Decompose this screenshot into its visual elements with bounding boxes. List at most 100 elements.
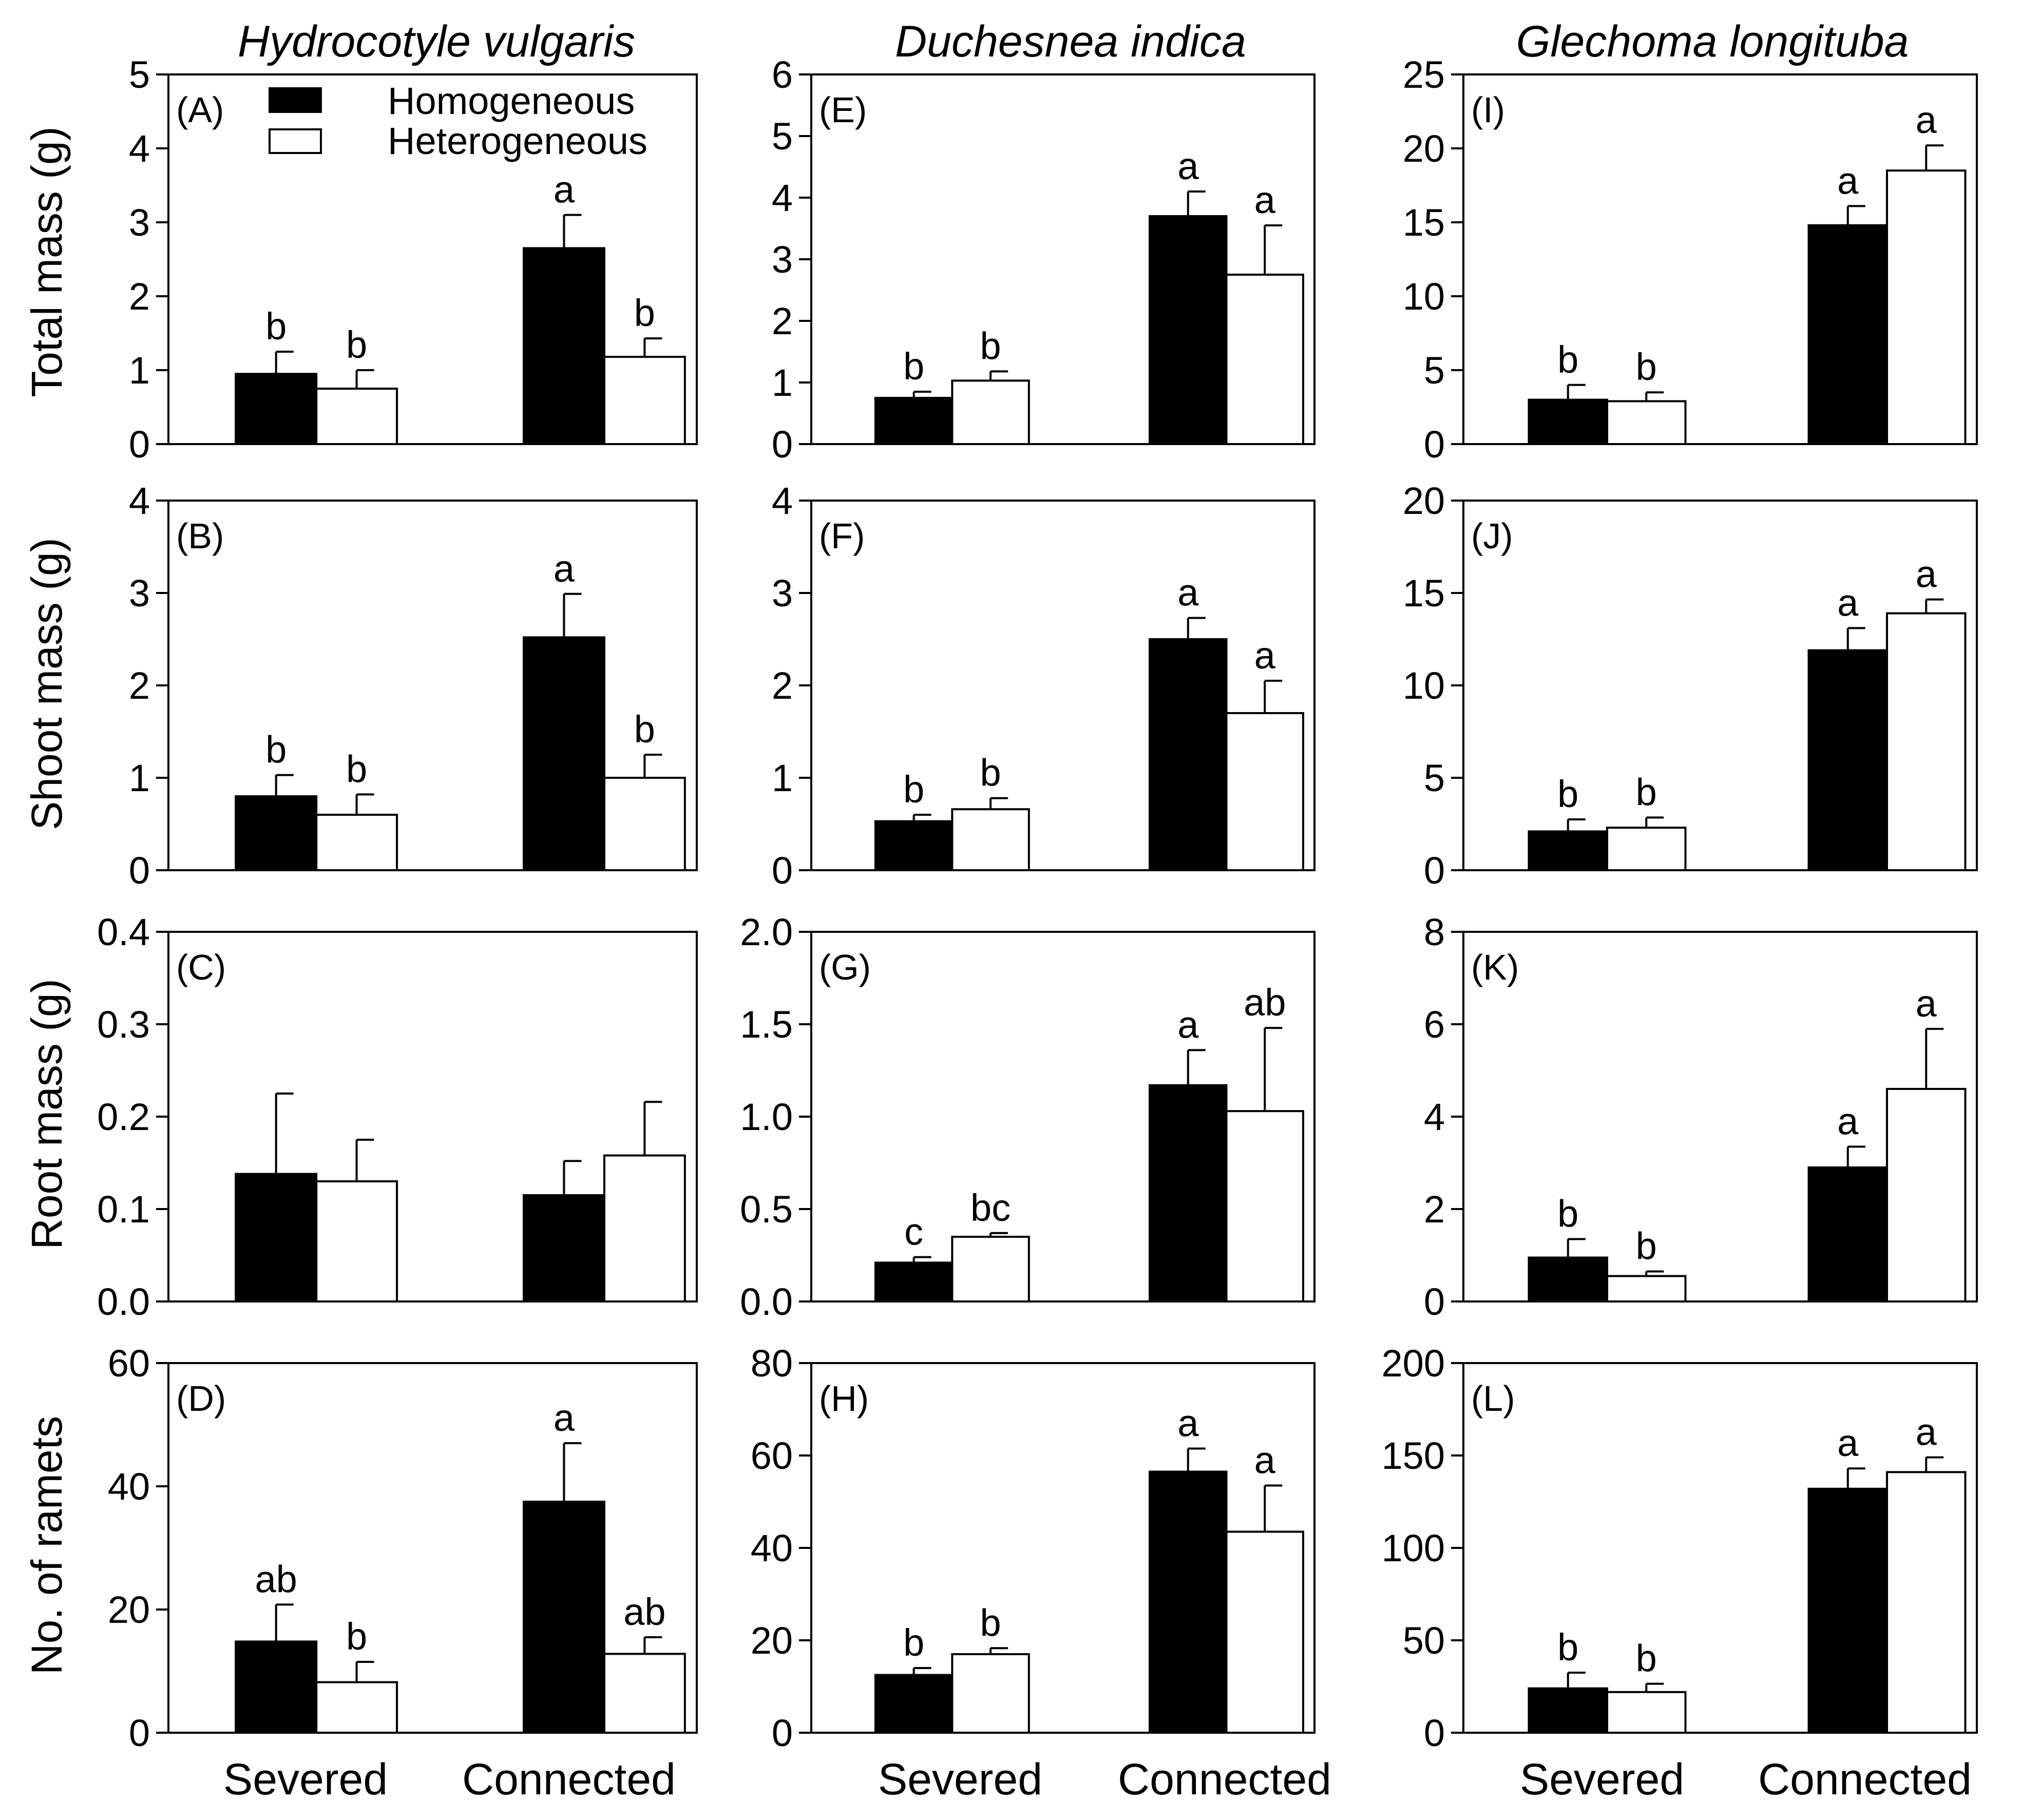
panel-label-g: (G) [819, 947, 871, 987]
sig-letter-a-severed-homogeneous: b [265, 305, 287, 348]
y-tick-label-e-5: 5 [772, 115, 793, 158]
panel-f: 0 1 2 3 4 (F) b b a a [772, 480, 1315, 892]
legend: Homogeneous Heterogeneous [269, 80, 647, 162]
y-tick-label-b-2: 2 [129, 664, 150, 707]
bar-i-severed-homogeneous [1528, 398, 1608, 445]
y-tick-label-g-0: 0.0 [740, 1280, 793, 1323]
row-label-total-mass: Total mass (g) [23, 126, 71, 397]
sig-letter-i-severed-heterogeneous: b [1636, 346, 1657, 388]
y-tick-label-h-4: 80 [751, 1342, 793, 1385]
panel-k: 0 2 4 6 8 (K) b b a a [1424, 911, 1978, 1323]
species-title-0: Hydrocotyle vulgaris [238, 17, 635, 66]
bar-j-severed-heterogeneous [1606, 827, 1687, 871]
sig-letter-b-severed-homogeneous: b [265, 729, 287, 771]
y-tick-label-l-1: 50 [1403, 1619, 1445, 1662]
sig-letter-h-connected-homogeneous: a [1177, 1402, 1199, 1445]
sig-letter-f-severed-heterogeneous: b [980, 752, 1001, 794]
bar-k-severed-homogeneous [1528, 1256, 1608, 1302]
y-tick-label-j-3: 15 [1403, 572, 1445, 615]
sig-letter-d-connected-homogeneous: a [554, 1396, 575, 1439]
bar-a-severed-heterogeneous [315, 388, 398, 445]
panel-label-k: (K) [1471, 947, 1519, 987]
bar-c-connected-homogeneous [523, 1194, 605, 1302]
y-tick-label-b-4: 4 [129, 480, 150, 522]
bar-h-connected-homogeneous [1149, 1470, 1228, 1734]
bar-c-severed-homogeneous [235, 1173, 318, 1303]
x-label-connected-col1: Connected [1118, 1755, 1331, 1804]
bar-h-connected-heterogeneous [1225, 1530, 1304, 1734]
y-tick-label-c-1: 0.1 [97, 1188, 150, 1231]
x-label-severed-col0: Severed [223, 1755, 388, 1804]
y-tick-label-d-2: 40 [108, 1465, 150, 1508]
y-tick-label-j-2: 10 [1403, 664, 1445, 707]
bar-k-severed-heterogeneous [1606, 1275, 1687, 1302]
y-tick-label-b-3: 3 [129, 572, 150, 615]
y-tick-label-e-4: 4 [772, 177, 793, 219]
y-tick-label-k-0: 0 [1424, 1280, 1445, 1323]
y-tick-label-h-3: 60 [751, 1434, 793, 1477]
y-tick-label-i-5: 25 [1403, 53, 1445, 96]
y-tick-label-g-4: 2.0 [740, 911, 793, 953]
sig-letter-h-severed-heterogeneous: b [980, 1601, 1001, 1644]
sig-letter-j-severed-heterogeneous: b [1636, 771, 1657, 813]
plot-frame-a [167, 73, 698, 445]
bar-g-connected-heterogeneous [1225, 1110, 1304, 1302]
sig-letter-l-connected-heterogeneous: a [1916, 1411, 1937, 1453]
y-tick-label-a-0: 0 [129, 423, 150, 466]
sig-letter-b-connected-heterogeneous: b [634, 708, 655, 751]
y-tick-label-e-0: 0 [772, 423, 793, 466]
bar-e-severed-heterogeneous [951, 379, 1030, 446]
sig-letter-g-severed-heterogeneous: bc [970, 1186, 1010, 1229]
sig-letter-f-connected-homogeneous: a [1177, 571, 1199, 614]
panel-label-f: (F) [819, 516, 865, 556]
y-tick-label-e-1: 1 [772, 361, 793, 404]
y-tick-label-f-2: 2 [772, 664, 793, 707]
y-tick-label-e-3: 3 [772, 238, 793, 281]
y-tick-label-i-1: 5 [1424, 349, 1445, 392]
sig-letter-a-connected-heterogeneous: b [634, 292, 655, 334]
bar-l-severed-homogeneous [1528, 1687, 1608, 1734]
sig-letter-h-severed-homogeneous: b [903, 1621, 924, 1664]
bar-b-severed-homogeneous [235, 795, 318, 871]
species-title-1: Duchesnea indica [895, 17, 1246, 66]
y-tick-label-a-3: 3 [129, 201, 150, 244]
y-tick-label-j-1: 5 [1424, 757, 1445, 799]
sig-letter-d-severed-heterogeneous: b [346, 1615, 367, 1658]
panel-label-b: (B) [176, 516, 224, 556]
y-tick-label-l-0: 0 [1424, 1712, 1445, 1754]
y-tick-label-g-2: 1.0 [740, 1096, 793, 1138]
bar-c-connected-heterogeneous [603, 1154, 686, 1303]
panel-label-h: (H) [819, 1378, 869, 1419]
bar-l-connected-heterogeneous [1886, 1471, 1967, 1734]
panel-c: 0.0 0.1 0.2 0.3 0.4 (C) [97, 911, 698, 1323]
y-tick-label-i-2: 10 [1403, 275, 1445, 318]
panel-i: 0 5 10 15 20 25 (I) b b a a [1403, 53, 1978, 466]
sig-letter-j-severed-homogeneous: b [1557, 773, 1578, 815]
y-tick-label-j-4: 20 [1403, 480, 1445, 522]
sig-letter-a-severed-heterogeneous: b [346, 323, 367, 366]
bar-f-severed-heterogeneous [951, 808, 1030, 871]
y-tick-label-h-2: 40 [751, 1527, 793, 1569]
x-label-connected-col0: Connected [462, 1755, 676, 1804]
bar-c-severed-heterogeneous [315, 1180, 398, 1302]
plot-frame-d [167, 1362, 698, 1734]
y-tick-label-f-0: 0 [772, 849, 793, 892]
panel-d: 0 20 40 60 (D) ab b a ab [108, 1342, 698, 1754]
bar-k-connected-heterogeneous [1886, 1088, 1967, 1302]
panel-label-a: (A) [176, 90, 224, 130]
bar-a-severed-homogeneous [235, 373, 318, 446]
y-tick-label-a-4: 4 [129, 127, 150, 170]
sig-letter-k-connected-homogeneous: a [1837, 1100, 1859, 1143]
bar-e-connected-heterogeneous [1225, 274, 1304, 445]
bar-j-severed-homogeneous [1528, 830, 1608, 872]
x-label-connected-col2: Connected [1758, 1755, 1972, 1804]
sig-letter-e-connected-heterogeneous: a [1254, 179, 1276, 221]
sig-letter-k-connected-heterogeneous: a [1916, 982, 1937, 1025]
bar-b-connected-heterogeneous [603, 777, 686, 871]
y-tick-label-i-3: 15 [1403, 201, 1445, 244]
y-tick-label-l-4: 200 [1382, 1342, 1445, 1385]
panel-l: 0 50 100 150 200 (L) b b a a [1382, 1342, 1978, 1754]
sig-letter-a-connected-homogeneous: a [554, 168, 575, 211]
sig-letter-g-connected-heterogeneous: ab [1244, 981, 1286, 1024]
